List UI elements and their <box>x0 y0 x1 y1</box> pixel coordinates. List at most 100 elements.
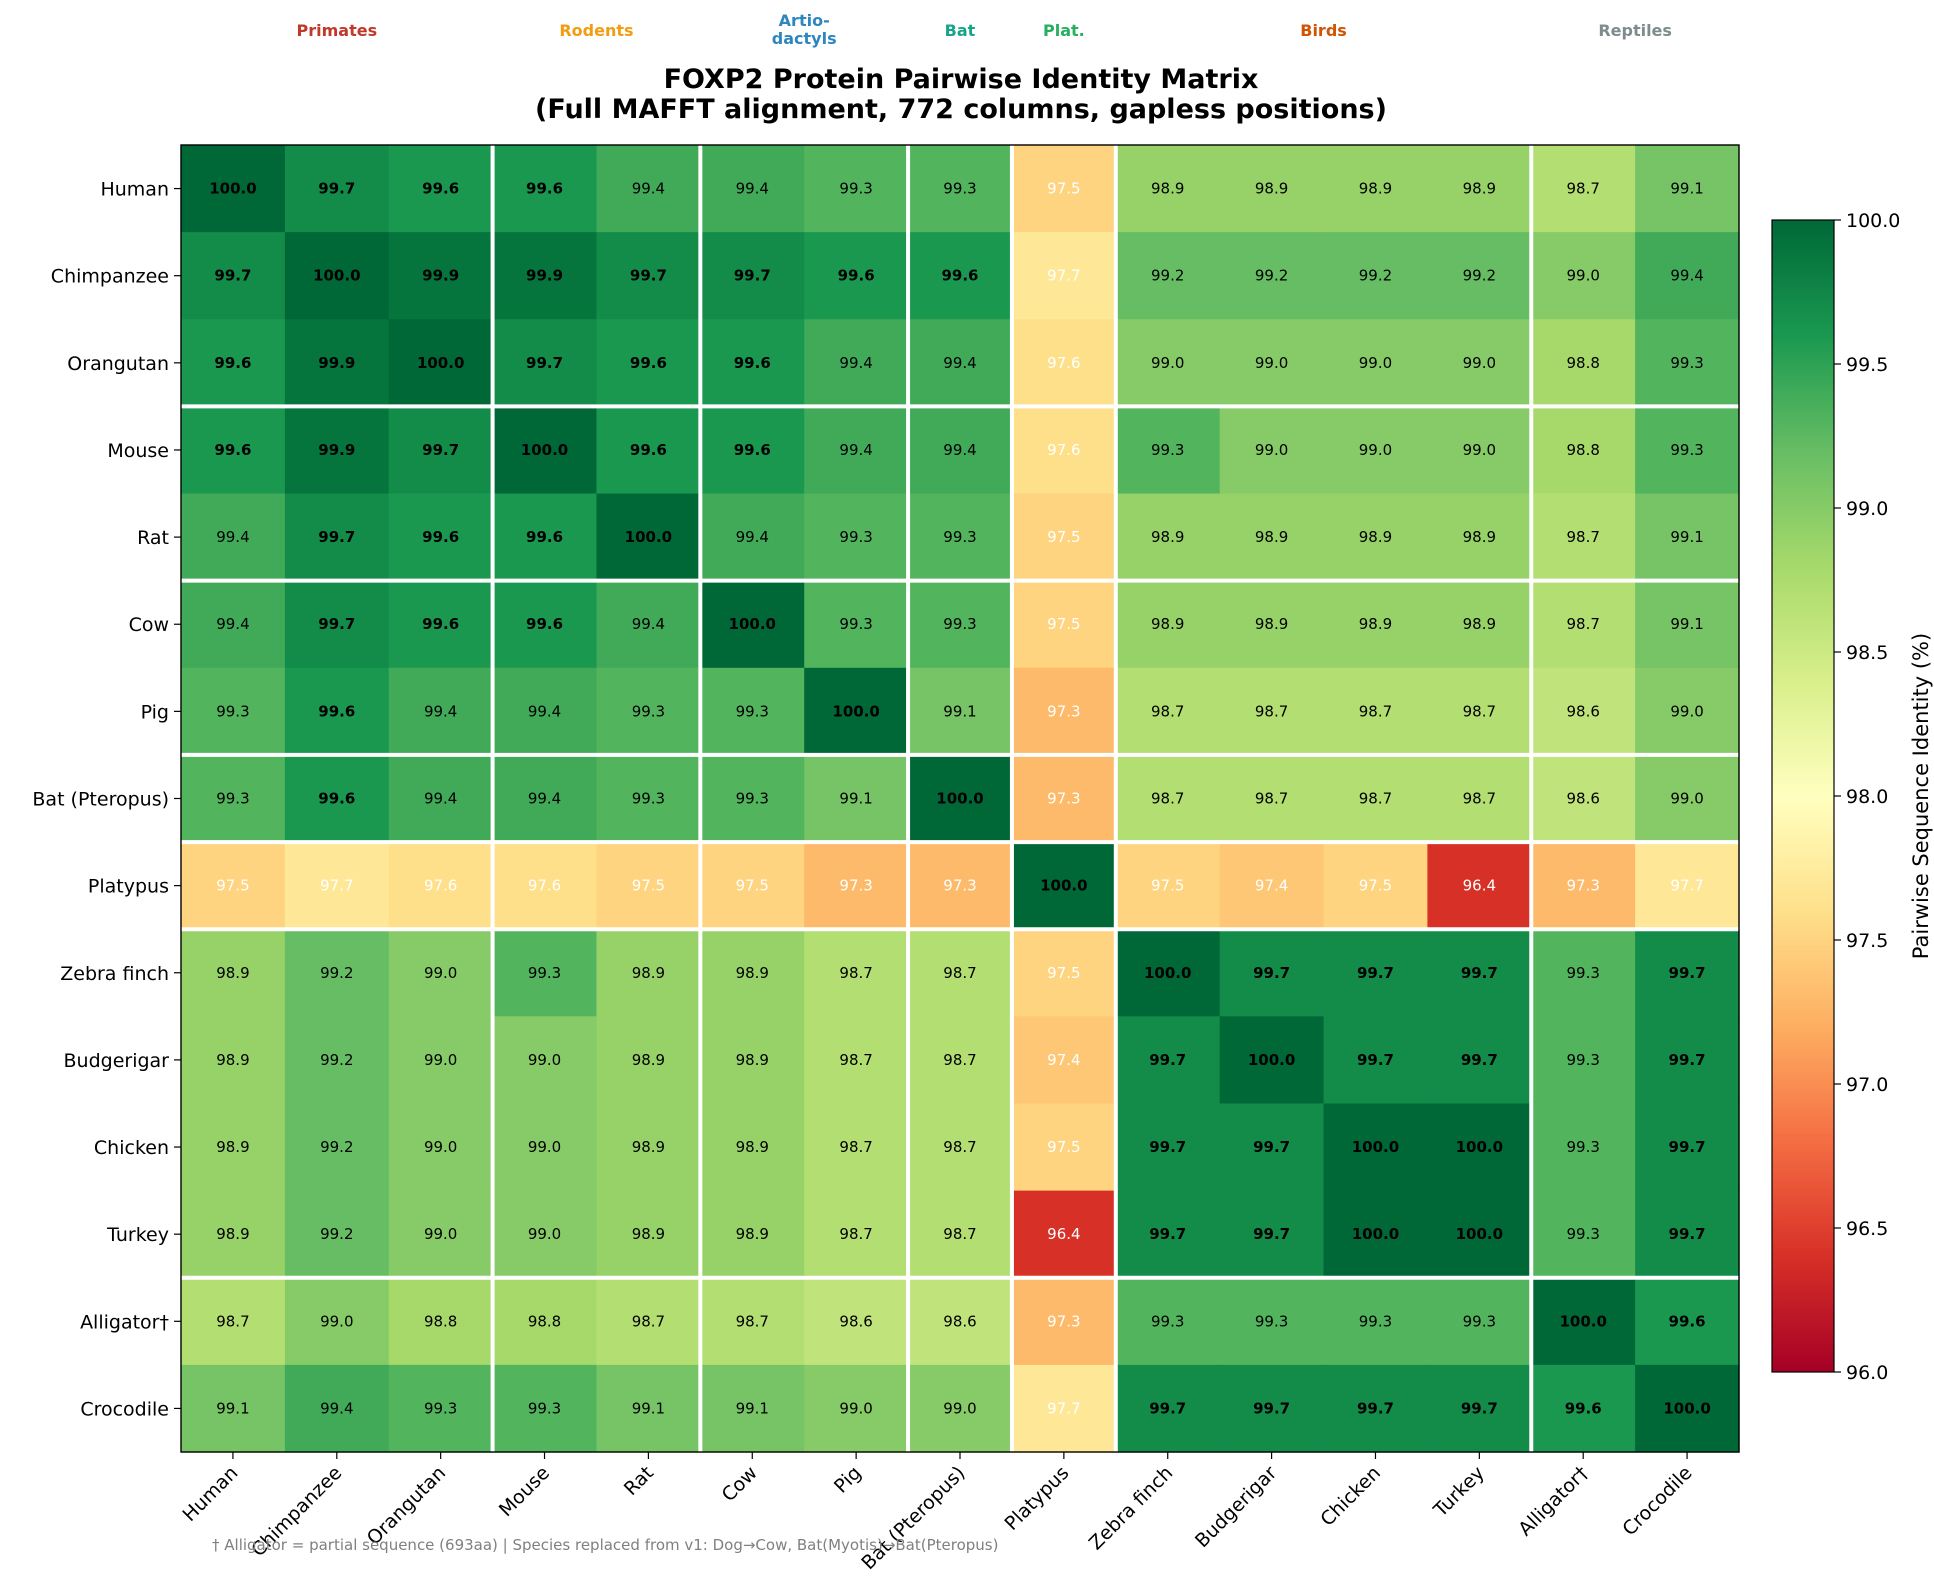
heatmap-cell <box>181 145 286 233</box>
cell-value-label: 99.6 <box>214 441 251 459</box>
cell-value-label: 99.7 <box>1253 1399 1290 1417</box>
heatmap-cell <box>1635 580 1740 669</box>
heatmap-cell <box>492 319 598 407</box>
heatmap-cell <box>1011 1016 1117 1105</box>
heatmap-cell <box>1323 1364 1428 1453</box>
row-label: Rat <box>137 527 169 549</box>
heatmap-cell <box>1011 145 1117 233</box>
cell-value-label: 99.7 <box>1461 964 1498 982</box>
heatmap-cell <box>1115 319 1221 407</box>
cell-value-label: 99.6 <box>526 180 563 198</box>
cell-value-label: 99.3 <box>943 615 976 633</box>
cell-value-label: 99.0 <box>1463 354 1496 372</box>
cell-value-label: 98.9 <box>1359 528 1392 546</box>
cell-value-label: 98.7 <box>839 1051 872 1069</box>
heatmap-cell <box>804 493 909 582</box>
heatmap-cell <box>1011 1103 1117 1192</box>
heatmap-cell <box>1219 929 1325 1017</box>
cell-value-label: 99.3 <box>632 702 665 720</box>
heatmap-cell <box>284 929 390 1017</box>
cell-value-label: 100.0 <box>729 615 776 633</box>
heatmap-cell <box>1635 1016 1740 1105</box>
cell-value-label: 98.7 <box>1255 702 1288 720</box>
heatmap-cell <box>1323 1016 1428 1105</box>
heatmap-cell <box>1115 1364 1221 1453</box>
cell-value-label: 98.9 <box>736 1225 769 1243</box>
heatmap-cell <box>388 1016 494 1105</box>
column-label: Pig <box>830 1462 866 1498</box>
heatmap-cell <box>1531 1016 1636 1105</box>
cell-value-label: 99.2 <box>1255 267 1288 285</box>
heatmap-cell <box>596 1103 701 1192</box>
heatmap-cell <box>1635 406 1740 495</box>
group-label: Artio-dactyls <box>772 11 837 48</box>
heatmap-cell <box>284 406 390 495</box>
cell-value-label: 98.7 <box>943 1051 976 1069</box>
heatmap-cell <box>700 1016 805 1105</box>
heatmap-cell <box>1531 842 1636 930</box>
heatmap-cell <box>700 493 805 582</box>
heatmap-cell <box>1011 232 1117 320</box>
heatmap-cell <box>1115 1277 1221 1366</box>
cell-value-label: 99.7 <box>1669 1138 1706 1156</box>
heatmap-cell <box>1531 1364 1636 1453</box>
heatmap-cell <box>1427 232 1532 320</box>
cell-value-label: 99.2 <box>320 964 353 982</box>
cell-value-label: 99.6 <box>422 615 459 633</box>
cell-value-label: 98.9 <box>1151 180 1184 198</box>
cell-value-label: 99.0 <box>1463 441 1496 459</box>
heatmap-cell <box>700 1364 805 1453</box>
heatmap-cell <box>1635 493 1740 582</box>
cell-value-label: 99.4 <box>528 790 561 808</box>
heatmap-cell <box>388 493 494 582</box>
cell-value-label: 99.0 <box>528 1051 561 1069</box>
cell-value-label: 99.3 <box>736 790 769 808</box>
cell-value-label: 99.7 <box>630 267 667 285</box>
cell-value-label: 97.3 <box>1566 877 1599 895</box>
heatmap-cell <box>1427 1103 1532 1192</box>
heatmap-cell <box>908 580 1013 669</box>
cell-value-label: 98.9 <box>1463 615 1496 633</box>
cell-value-label: 98.7 <box>839 1138 872 1156</box>
heatmap-cell <box>181 1364 286 1453</box>
cell-value-label: 99.7 <box>318 528 355 546</box>
row-label: Cow <box>129 614 169 636</box>
chart-subtitle: (Full MAFFT alignment, 772 columns, gapl… <box>535 94 1387 125</box>
chart-title: FOXP2 Protein Pairwise Identity Matrix <box>664 64 1259 95</box>
heatmap-cell <box>908 1364 1013 1453</box>
row-labels: Human Chimpanzee Orangutan Mouse Rat Cow Pig Ba… <box>32 179 181 1420</box>
heatmap-cell <box>1635 145 1740 233</box>
cell-value-label: 99.3 <box>528 1399 561 1417</box>
cell-value-label: 99.4 <box>632 615 665 633</box>
heatmap-cell <box>388 1190 494 1279</box>
heatmap-cell <box>804 842 909 930</box>
heatmap-cell <box>181 754 286 843</box>
heatmap-cell <box>1219 406 1325 495</box>
cell-value-label: 99.3 <box>943 528 976 546</box>
heatmap-cell <box>1115 580 1221 669</box>
heatmap-cell <box>284 842 390 930</box>
heatmap-cell <box>1531 754 1636 843</box>
cell-value-label: 99.1 <box>1670 528 1703 546</box>
heatmap-cell <box>596 493 701 582</box>
cell-value-label: 99.6 <box>630 354 667 372</box>
heatmap-cell <box>284 145 390 233</box>
row-label: Crocodile <box>80 1398 169 1420</box>
heatmap-cell <box>1427 406 1532 495</box>
group-label: Rodents <box>559 21 633 40</box>
heatmap-cell <box>284 319 390 407</box>
cell-value-label: 98.9 <box>1359 615 1392 633</box>
heatmap-cell <box>1531 406 1636 495</box>
cell-value-label: 99.0 <box>1255 441 1288 459</box>
heatmap-cell <box>1219 842 1325 930</box>
heatmap-cell <box>284 1190 390 1279</box>
cell-value-label: 98.6 <box>943 1312 976 1330</box>
heatmap-cell <box>1115 232 1221 320</box>
column-label: Mouse <box>495 1462 554 1521</box>
cell-value-label: 99.0 <box>1566 267 1599 285</box>
cell-value-label: 99.7 <box>1253 1225 1290 1243</box>
heatmap-cell <box>181 842 286 930</box>
cell-value-label: 99.0 <box>943 1399 976 1417</box>
heatmap-cell <box>1635 667 1740 756</box>
cell-value-label: 98.7 <box>1255 790 1288 808</box>
